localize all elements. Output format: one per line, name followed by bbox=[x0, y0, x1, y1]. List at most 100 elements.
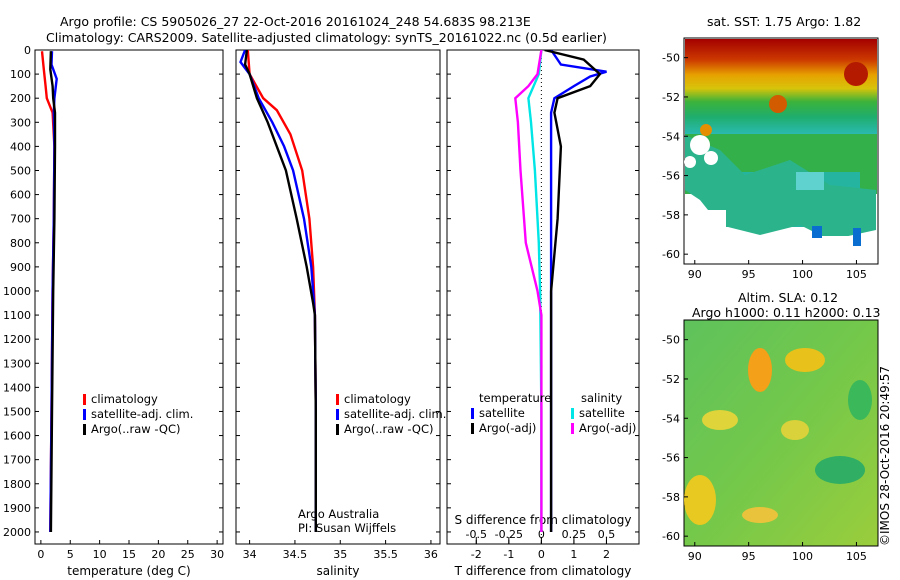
y-tick-label: 1100 bbox=[3, 309, 31, 322]
map-y-tick-label: -56 bbox=[662, 452, 680, 465]
x-axis-label: temperature (deg C) bbox=[67, 564, 190, 578]
legend-swatch bbox=[83, 409, 86, 420]
x-tick-label: 25 bbox=[181, 548, 195, 561]
legend-label: climatology bbox=[344, 392, 411, 406]
y-tick-label: 600 bbox=[10, 189, 31, 202]
sst-map bbox=[683, 37, 879, 265]
y-tick-label: 1900 bbox=[3, 502, 31, 515]
legend-swatch bbox=[471, 408, 474, 419]
legend-swatch bbox=[571, 408, 574, 419]
x-tick-label: 10 bbox=[93, 548, 107, 561]
y-tick-label: 1000 bbox=[3, 285, 31, 298]
legend-label: satellite-adj. clim. bbox=[344, 407, 446, 421]
legend-swatch bbox=[336, 424, 339, 435]
y-tick-label: 400 bbox=[10, 140, 31, 153]
map-x-tick-label: 90 bbox=[688, 550, 702, 563]
y-tick-label: 1700 bbox=[3, 454, 31, 467]
x-axis-label: T difference from climatology bbox=[454, 564, 632, 578]
x-tick-label: 0 bbox=[538, 548, 545, 561]
map-x-tick-label: 105 bbox=[846, 268, 867, 281]
x-tick-label: 15 bbox=[122, 548, 136, 561]
y-tick-label: 700 bbox=[10, 213, 31, 226]
map-x-tick-label: 90 bbox=[688, 268, 702, 281]
y-tick-label: 1500 bbox=[3, 405, 31, 418]
sst-map-title: sat. SST: 1.75 Argo: 1.82 bbox=[707, 14, 862, 29]
legend-label: Argo(-adj) bbox=[579, 421, 636, 435]
credit-line-2: PI: Susan Wijffels bbox=[298, 521, 396, 535]
sla-map-title: Altim. SLA: 0.12 bbox=[738, 290, 839, 305]
series-line bbox=[49, 51, 57, 533]
legend-swatch bbox=[83, 394, 86, 405]
top-x-tick-label: -0.5 bbox=[466, 528, 487, 541]
x-tick-label: 20 bbox=[151, 548, 165, 561]
x-tick-label: -2 bbox=[471, 548, 482, 561]
x-tick-label: 35.5 bbox=[373, 548, 398, 561]
y-tick-label: 800 bbox=[10, 237, 31, 250]
legend-label: satellite-adj. clim. bbox=[91, 407, 193, 421]
y-tick-label: 500 bbox=[10, 164, 31, 177]
legend-swatch bbox=[471, 423, 474, 434]
map-y-tick-label: -58 bbox=[662, 491, 680, 504]
map-y-tick-label: -52 bbox=[662, 91, 680, 104]
y-tick-label: 1800 bbox=[3, 478, 31, 491]
x-axis-label: salinity bbox=[316, 564, 359, 578]
map-y-tick-label: -54 bbox=[662, 412, 680, 425]
y-tick-label: 1200 bbox=[3, 333, 31, 346]
series-line bbox=[514, 50, 543, 532]
y-tick-label: 900 bbox=[10, 261, 31, 274]
sla-map-subtitle: Argo h1000: 0.11 h2000: 0.13 bbox=[692, 305, 881, 320]
map-y-tick-label: -60 bbox=[662, 248, 680, 261]
sla-map bbox=[683, 319, 879, 547]
map-y-tick-label: -52 bbox=[662, 373, 680, 386]
map-x-tick-label: 95 bbox=[742, 268, 756, 281]
x-tick-label: 35 bbox=[333, 548, 347, 561]
x-tick-label: 34 bbox=[243, 548, 257, 561]
y-tick-label: 200 bbox=[10, 92, 31, 105]
map-y-tick-label: -50 bbox=[662, 52, 680, 65]
y-tick-label: 0 bbox=[24, 44, 31, 57]
map-x-tick-label: 100 bbox=[792, 550, 813, 563]
x-tick-label: 34.5 bbox=[283, 548, 308, 561]
top-x-tick-label: -0.25 bbox=[495, 528, 523, 541]
top-x-tick-label: 0.5 bbox=[598, 528, 616, 541]
salinity-axes bbox=[235, 49, 441, 545]
credit-line-1: Argo Australia bbox=[298, 507, 379, 521]
x-tick-label: -1 bbox=[503, 548, 514, 561]
legend-swatch bbox=[336, 409, 339, 420]
map-y-tick-label: -50 bbox=[662, 334, 680, 347]
legend-title: salinity bbox=[581, 391, 622, 405]
x-tick-label: 0 bbox=[37, 548, 44, 561]
y-tick-label: 2000 bbox=[3, 526, 31, 539]
series-line bbox=[549, 50, 607, 532]
map-y-tick-label: -58 bbox=[662, 209, 680, 222]
series-line bbox=[527, 50, 543, 532]
timestamp-stamp: ©IMOS 28-Oct-2016 20:49:57 bbox=[878, 365, 892, 546]
x-tick-label: 30 bbox=[210, 548, 224, 561]
y-tick-label: 1400 bbox=[3, 381, 31, 394]
legend-title: temperature bbox=[479, 391, 551, 405]
x-tick-label: 5 bbox=[67, 548, 74, 561]
x-tick-label: 2 bbox=[603, 548, 610, 561]
y-tick-label: 1600 bbox=[3, 430, 31, 443]
y-tick-label: 100 bbox=[10, 68, 31, 81]
legend-label: Argo(..raw -QC) bbox=[344, 422, 434, 436]
series-line bbox=[246, 50, 317, 532]
difference-axes bbox=[446, 49, 640, 545]
series-line bbox=[239, 50, 317, 532]
legend-label: satellite bbox=[479, 406, 525, 420]
map-y-tick-label: -54 bbox=[662, 130, 680, 143]
top-x-axis-label: S difference from climatology bbox=[455, 513, 632, 527]
x-tick-label: 1 bbox=[570, 548, 577, 561]
legend-swatch bbox=[336, 394, 339, 405]
map-y-tick-label: -60 bbox=[662, 530, 680, 543]
legend-label: Argo(..raw -QC) bbox=[91, 422, 181, 436]
series-line bbox=[544, 50, 602, 532]
temperature-axes bbox=[34, 49, 224, 545]
legend-label: satellite bbox=[579, 406, 625, 420]
title-line-2: Climatology: CARS2009. Satellite-adjuste… bbox=[46, 30, 607, 45]
map-x-tick-label: 105 bbox=[846, 550, 867, 563]
title-line-1: Argo profile: CS 5905026_27 22-Oct-2016 … bbox=[60, 14, 531, 29]
series-line bbox=[243, 50, 317, 532]
y-tick-label: 300 bbox=[10, 116, 31, 129]
